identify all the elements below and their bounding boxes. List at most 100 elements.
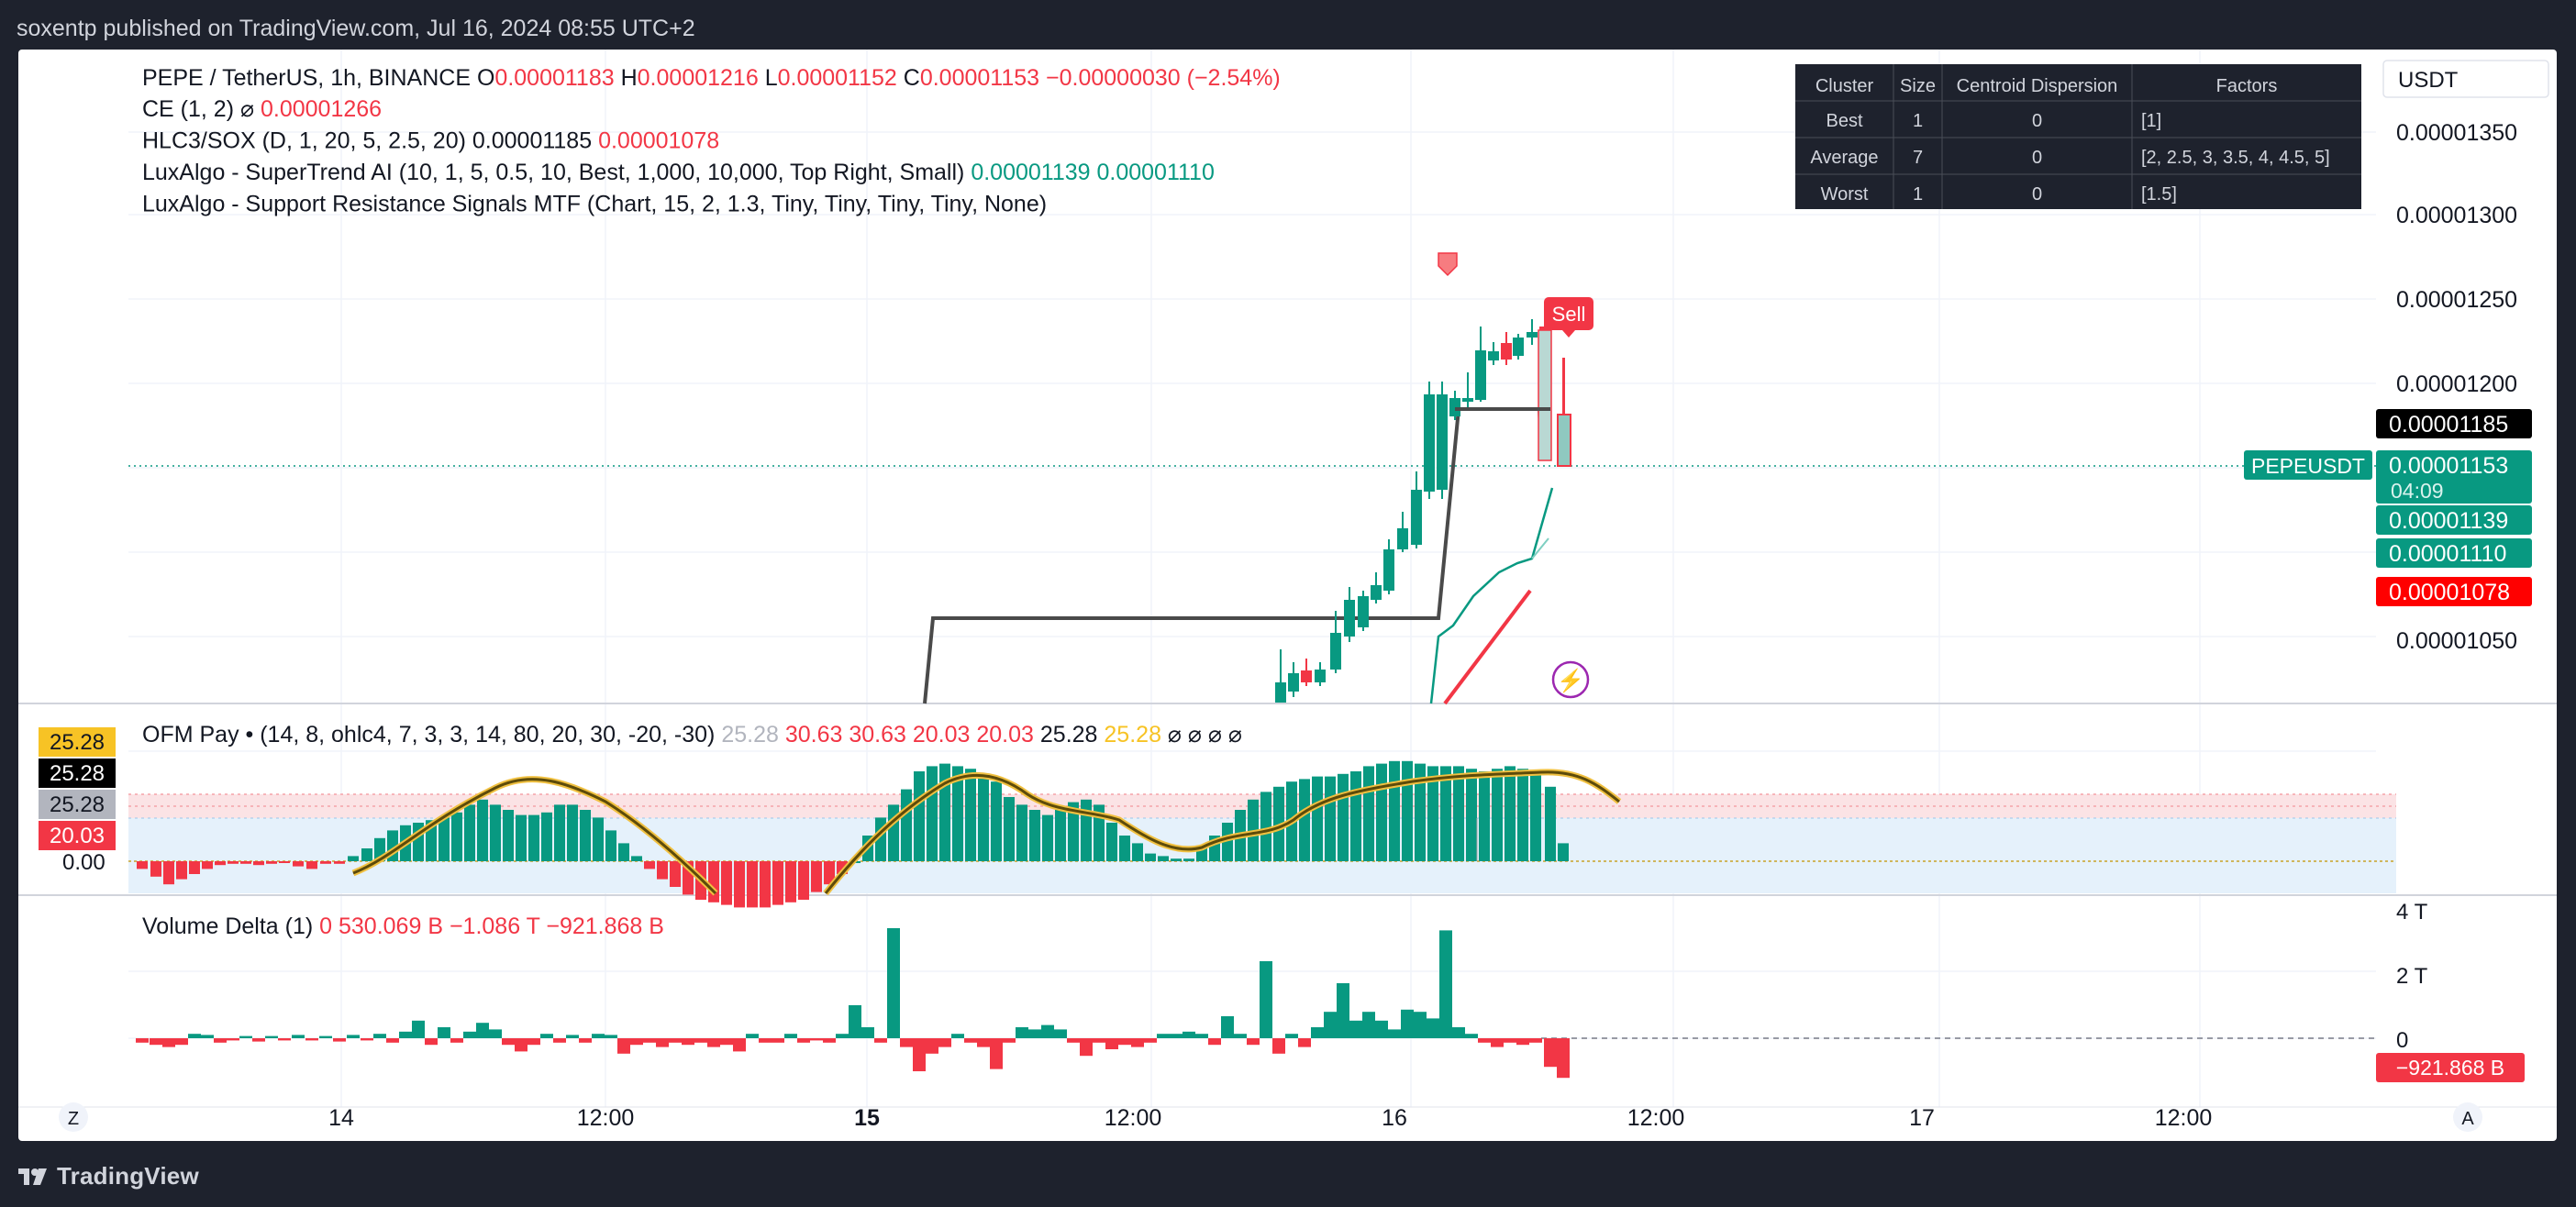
ofm-bar-90: [1299, 779, 1310, 861]
volume-bar-29: [515, 1038, 527, 1052]
main-legend[interactable]: PEPE / TetherUS, 1h, BINANCE O0.00001183…: [142, 65, 1281, 217]
ofm-bar-78: [1145, 853, 1156, 861]
indicator-legend-1[interactable]: HLC3/SOX (D, 1, 20, 5, 2.5, 20) 0.000011…: [142, 128, 719, 154]
svg-text:⚡: ⚡: [1557, 668, 1584, 693]
volume-bar-18: [373, 1034, 386, 1038]
indicator-legend-2[interactable]: LuxAlgo - SuperTrend AI (10, 1, 5, 0.5, …: [142, 160, 1215, 185]
ce-stop-line: [1443, 589, 1532, 705]
indicator-name: LuxAlgo - Support Resistance Signals MTF…: [142, 192, 1047, 217]
volume-bar-109: [1544, 1038, 1557, 1068]
cluster-table-bg: [1795, 64, 2361, 209]
volume-bar-24: [450, 1038, 463, 1043]
candles: [1275, 312, 1571, 703]
lightning-icon[interactable]: ⚡: [1551, 660, 1590, 699]
ofm-value-0: 25.28: [721, 722, 785, 747]
ofm-bar-53: [824, 861, 835, 885]
symbol-tag[interactable]: PEPEUSDT: [2244, 450, 2372, 480]
ofm-axis[interactable]: 25.28 25.28 25.28 20.030.00: [39, 727, 116, 875]
time-label-0: 14: [328, 1105, 354, 1131]
legend-l-label: L: [765, 65, 778, 91]
volume-bar-64: [964, 1038, 977, 1043]
volume-bar-92: [1324, 1012, 1337, 1038]
candle-body-15: [1475, 350, 1486, 400]
indicator-name: LuxAlgo - SuperTrend AI (10, 1, 5, 0.5, …: [142, 160, 971, 185]
cluster-cell-1-0: Average: [1810, 148, 1878, 168]
ofm-bar-35: [593, 817, 604, 861]
ofm-bar-76: [1119, 836, 1130, 861]
volume-bar-83: [1208, 1038, 1221, 1046]
resistance-marker-icon[interactable]: [1438, 252, 1458, 277]
volume-axis[interactable]: 4 T 2 T 0: [2396, 900, 2428, 1053]
volume-legend[interactable]: Volume Delta (1) 0 530.069 B −1.086 T −9…: [142, 914, 664, 939]
tradingview-logo[interactable]: TradingView: [18, 1162, 199, 1190]
ofm-bar-45: [721, 861, 732, 905]
volume-bar-21: [412, 1020, 425, 1038]
volume-value-2: −1.086 T: [450, 914, 546, 939]
currency-selector[interactable]: USDT: [2382, 60, 2549, 98]
ofm-bar-94: [1350, 771, 1361, 861]
ofm-bar-61: [927, 766, 938, 861]
volume-bar-107: [1516, 1038, 1529, 1046]
ofm-bar-102: [1453, 766, 1464, 861]
ofm-bar-100: [1427, 766, 1438, 861]
price-tick-0: 0.00001350: [2396, 120, 2517, 146]
ofm-bar-7: [228, 861, 239, 864]
volume-bar-51: [797, 1038, 810, 1043]
volume-bar-34: [579, 1038, 592, 1043]
sell-signal[interactable]: Sell: [1544, 297, 1593, 338]
publisher-text: soxentp published on TradingView.com, Ju…: [17, 16, 695, 41]
ofm-bar-24: [451, 812, 462, 861]
indicator-legend-3[interactable]: LuxAlgo - Support Resistance Signals MTF…: [142, 192, 1047, 217]
chart-svg[interactable]: Sell ⚡ 0.000013500.000013000.000012500.0…: [18, 50, 2557, 1141]
candle-highlight-prev: [1538, 329, 1552, 461]
price-label-1: 0.00001153: [2389, 453, 2508, 479]
scroll-left-button[interactable]: Z: [59, 1102, 88, 1132]
time-label-3: 12:00: [1105, 1105, 1162, 1131]
volume-tick-1: 2 T: [2396, 964, 2428, 989]
ofm-bar-40: [657, 861, 668, 880]
volume-bar-15: [333, 1038, 346, 1042]
price-label-bg-1: [2376, 450, 2532, 504]
candle-body-14: [1462, 398, 1473, 402]
time-axis[interactable]: 14 12:00 15 12:00 16 12:00 17 12:00: [328, 1105, 2212, 1131]
ofm-bar-95: [1363, 766, 1374, 861]
volume-bar-41: [669, 1038, 682, 1043]
ofm-bar-8: [240, 861, 251, 864]
ofm-bar-81: [1183, 858, 1194, 861]
cluster-cell-2-0: Worst: [1821, 184, 1869, 205]
volume-bar-100: [1427, 1018, 1439, 1038]
indicator-value-0: 0.00001266: [261, 96, 382, 122]
chart-frame[interactable]: Sell ⚡ 0.00001350 0.00001300 0.00001250 0.0…: [18, 50, 2557, 1141]
ofm-axis-label-2: 25.28: [50, 792, 105, 817]
volume-bar-80: [1170, 1034, 1183, 1038]
indicator-legend-0[interactable]: CE (1, 2) ⌀ 0.00001266: [142, 96, 382, 122]
supertrend-line-upper: [1429, 487, 1554, 704]
ofm-bar-4: [189, 861, 200, 874]
cluster-table: Cluster Size Centroid Dispersion Factors Bes…: [1795, 64, 2361, 209]
volume-bar-77: [1131, 1038, 1144, 1047]
ofm-bar-25: [464, 804, 475, 861]
volume-bar-68: [1016, 1027, 1028, 1038]
ofm-legend[interactable]: OFM Pay • (14, 8, ohlc4, 7, 3, 3, 14, 80…: [142, 722, 1242, 747]
ofm-bar-66: [991, 781, 1002, 861]
ofm-bar-14: [320, 861, 331, 864]
cluster-cell-2-2: 0: [2032, 184, 2042, 205]
ofm-bar-109: [1545, 786, 1556, 861]
cluster-header-0: Cluster: [1815, 76, 1874, 96]
volume-bar-102: [1452, 1027, 1465, 1038]
volume-bar-17: [361, 1038, 373, 1041]
volume-bar-106: [1504, 1038, 1516, 1043]
ofm-axis-label-3: 20.03: [50, 824, 105, 848]
ofm-bar-47: [747, 861, 758, 908]
volume-bar-95: [1362, 1012, 1375, 1038]
ofm-bar-36: [605, 830, 616, 861]
volume-bar-0: [136, 1038, 149, 1043]
ofm-bar-101: [1440, 766, 1451, 861]
price-label-0: 0.00001185: [2389, 412, 2508, 437]
ofm-bar-3: [176, 861, 187, 880]
price-axis[interactable]: 0.00001350 0.00001300 0.00001250 0.00001200…: [2396, 120, 2517, 654]
volume-bar-5: [201, 1035, 214, 1038]
auto-scale-button[interactable]: A: [2453, 1102, 2482, 1132]
price-label-3: 0.00001110: [2389, 541, 2506, 567]
